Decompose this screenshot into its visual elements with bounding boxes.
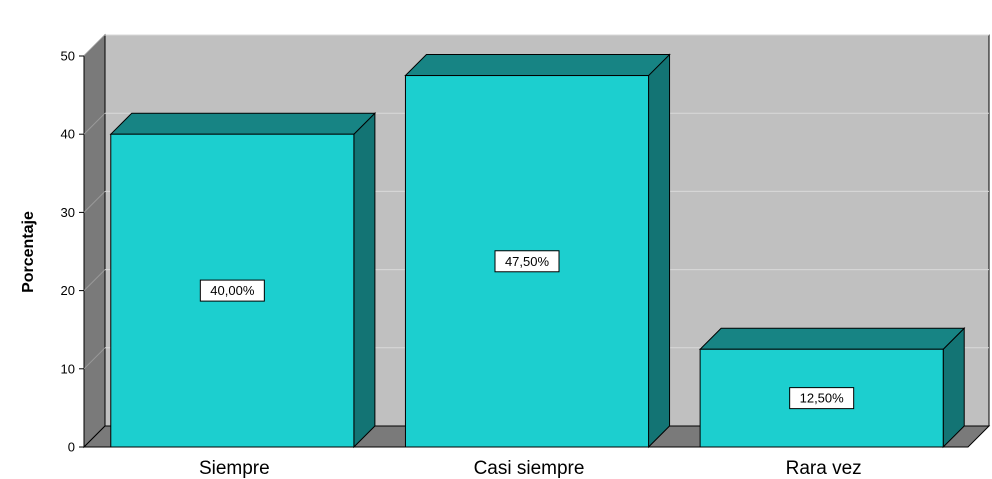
x-axis-categories: Siempre Casi siempre Rara vez	[199, 458, 862, 479]
bar-siempre: 40,00%	[109, 111, 377, 449]
y-tick-label: 10	[61, 361, 75, 376]
left-wall	[83, 33, 106, 449]
grid-line-side	[83, 34, 106, 57]
x-category-label: Casi siempre	[474, 458, 585, 479]
grid-line-side	[83, 112, 106, 135]
bar-top	[698, 327, 966, 350]
bar-side	[648, 53, 671, 449]
y-tick-label: 0	[68, 440, 75, 455]
y-axis-label: Porcentaje	[20, 211, 37, 293]
data-label-box	[789, 387, 855, 410]
y-tick-label: 30	[61, 205, 75, 220]
bars: 40,00% 47,50% 12,50%	[109, 53, 966, 449]
bar-top	[109, 112, 377, 135]
y-tick-label: 20	[61, 283, 75, 298]
bar-side	[353, 111, 376, 449]
data-label: 40,00%	[210, 283, 255, 298]
data-label: 47,50%	[505, 254, 550, 269]
y-tick-label: 50	[61, 49, 75, 64]
y-tick-label: 40	[61, 127, 75, 142]
data-label-box	[199, 279, 265, 302]
grid-line-side	[83, 191, 106, 213]
bar-casi-siempre: 47,50%	[404, 53, 671, 449]
data-label: 12,50%	[800, 391, 845, 406]
grid-line-side	[83, 347, 106, 370]
grid-line-side	[83, 269, 106, 291]
x-category-label: Rara vez	[786, 458, 862, 479]
bar-top	[404, 54, 671, 77]
y-axis-ticks: 0 10 20 30 40 50	[61, 49, 84, 455]
data-label-box	[494, 250, 560, 273]
bar-rara-vez: 12,50%	[698, 327, 966, 449]
x-category-label: Siempre	[199, 458, 270, 479]
